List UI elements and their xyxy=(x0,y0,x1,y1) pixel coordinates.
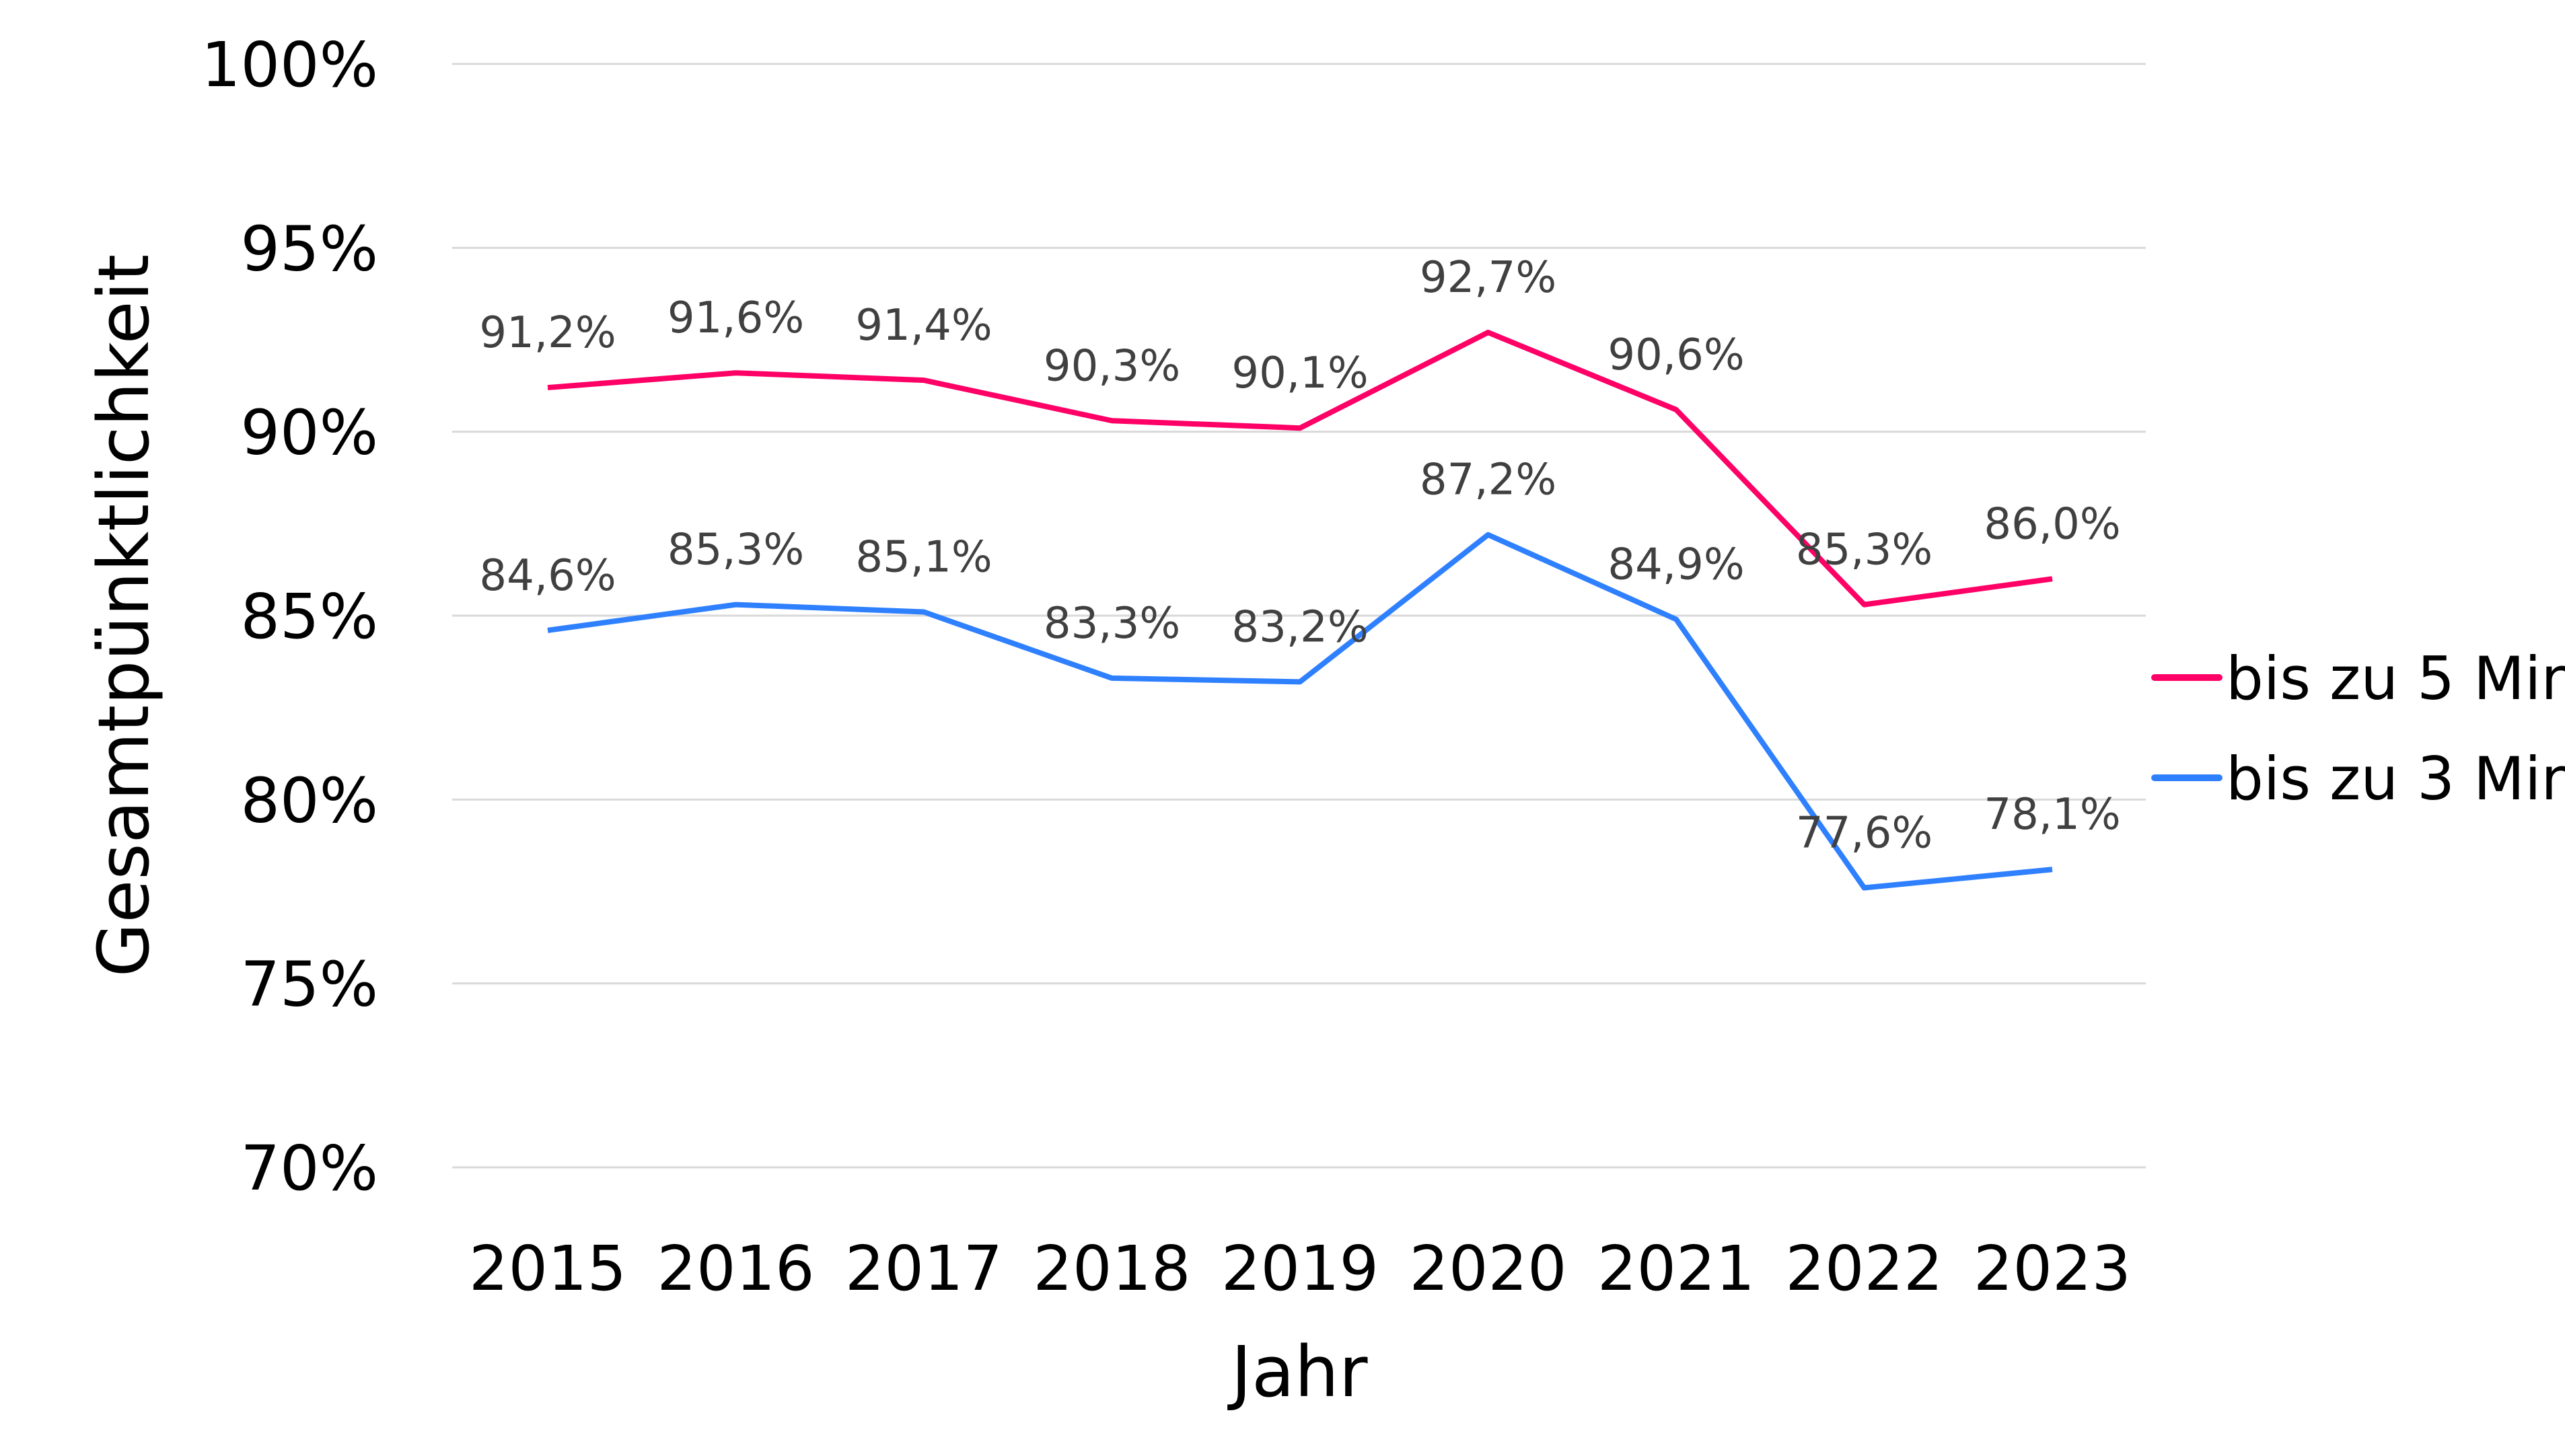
x-tick-label: 2016 xyxy=(657,1233,814,1305)
data-label: 83,3% xyxy=(1044,599,1180,649)
data-label: 90,6% xyxy=(1607,330,1744,380)
data-label: 90,1% xyxy=(1231,349,1368,398)
x-tick-label: 2021 xyxy=(1597,1233,1755,1305)
x-tick-label: 2022 xyxy=(1785,1233,1943,1305)
data-label: 77,6% xyxy=(1796,809,1932,859)
data-label: 90,3% xyxy=(1044,341,1180,391)
y-tick-label: 85% xyxy=(241,581,378,653)
data-label: 92,7% xyxy=(1420,253,1556,303)
y-tick-label: 80% xyxy=(241,764,378,836)
legend-item: bis zu 3 Min. xyxy=(2151,744,2565,813)
x-tick-label: 2017 xyxy=(845,1233,1003,1305)
x-tick-label: 2019 xyxy=(1221,1233,1379,1305)
data-label: 84,6% xyxy=(479,551,616,601)
data-label: 78,1% xyxy=(1984,790,2120,840)
y-tick-label: 90% xyxy=(241,397,378,469)
x-tick-label: 2023 xyxy=(1974,1233,2131,1305)
y-axis-ticks: 70% 75% 80% 85% 90% 95% 100% xyxy=(201,29,378,1204)
legend-label: bis zu 3 Min. xyxy=(2226,744,2565,813)
data-label: 91,2% xyxy=(479,308,616,358)
x-tick-label: 2015 xyxy=(469,1233,626,1305)
data-label: 84,9% xyxy=(1607,540,1744,589)
data-label: 91,4% xyxy=(855,301,992,351)
legend-label: bis zu 5 Min. xyxy=(2226,644,2565,713)
series-2: 84,6% 85,3% 85,1% 83,3% 83,2% 87,2% 84,9% 77,6%… xyxy=(479,456,2121,891)
legend-item: bis zu 5 Min. xyxy=(2151,644,2565,713)
data-label: 86,0% xyxy=(1984,499,2120,549)
series-line xyxy=(547,330,2053,608)
data-label: 85,1% xyxy=(855,533,992,583)
data-label: 83,2% xyxy=(1231,602,1368,652)
y-tick-label: 75% xyxy=(241,949,378,1021)
x-axis-title: Jahr xyxy=(1227,1331,1367,1413)
data-label: 85,3% xyxy=(1796,525,1932,575)
series-line xyxy=(547,532,2053,891)
x-axis-ticks: 2015 2016 2017 2018 2019 2020 2021 2022 2023 xyxy=(469,1233,2131,1305)
data-label: 85,3% xyxy=(667,525,804,575)
x-tick-label: 2020 xyxy=(1409,1233,1566,1305)
x-tick-label: 2018 xyxy=(1033,1233,1190,1305)
gridlines xyxy=(452,63,2146,1169)
y-axis-title: Gesamtpünktlichkeit xyxy=(83,254,165,977)
legend: bis zu 5 Min. bis zu 3 Min. xyxy=(2151,644,2565,813)
series-group: 91,2% 91,6% 91,4% 90,3% 90,1% 92,7% 90,6% 85,3%… xyxy=(479,253,2121,891)
data-label: 91,6% xyxy=(667,293,804,343)
series-1: 91,2% 91,6% 91,4% 90,3% 90,1% 92,7% 90,6% 85,3%… xyxy=(479,253,2121,608)
y-tick-label: 95% xyxy=(241,213,378,285)
y-tick-label: 70% xyxy=(241,1132,378,1204)
y-tick-label: 100% xyxy=(201,29,378,101)
data-label: 87,2% xyxy=(1420,456,1556,505)
